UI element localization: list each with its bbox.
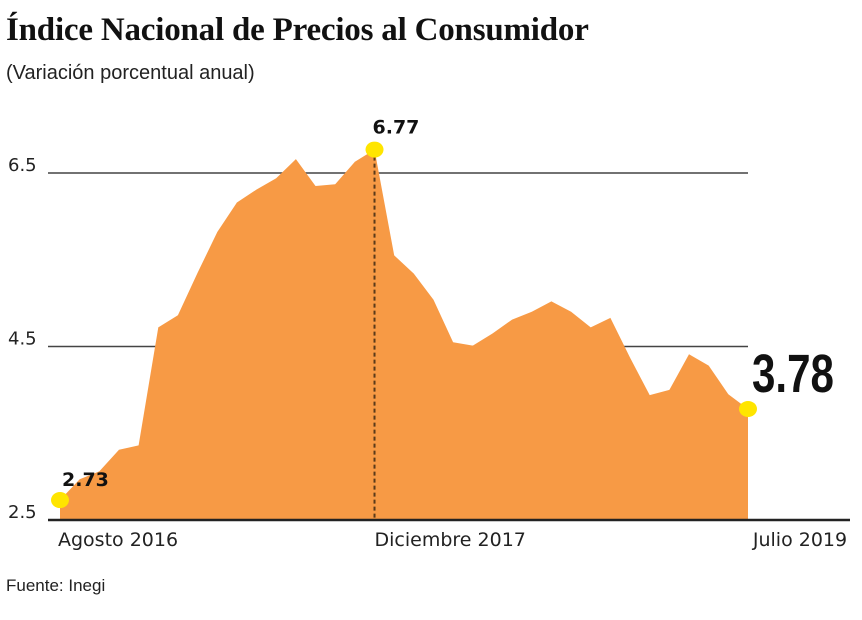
y-tick-label: 4.5 [8,329,37,350]
y-tick-label: 6.5 [8,155,37,176]
highlight-marker [739,400,757,417]
data-label: 2.73 [62,469,109,491]
chart-title: Índice Nacional de Precios al Consumidor [6,12,589,48]
source-note: Fuente: Inegi [6,576,106,595]
highlight-marker [365,141,384,158]
inflation-area [60,149,748,520]
highlight-marker [51,492,69,509]
x-tick-label: Julio 2019 [752,529,847,551]
data-label: 6.77 [373,117,420,139]
data-label-latest: 3.78 [752,344,834,404]
y-tick-label: 2.5 [8,502,37,523]
chart-subtitle: (Variación porcentual anual) [6,62,255,84]
x-tick-label: Diciembre 2017 [375,529,526,551]
x-tick-label: Agosto 2016 [58,529,178,551]
